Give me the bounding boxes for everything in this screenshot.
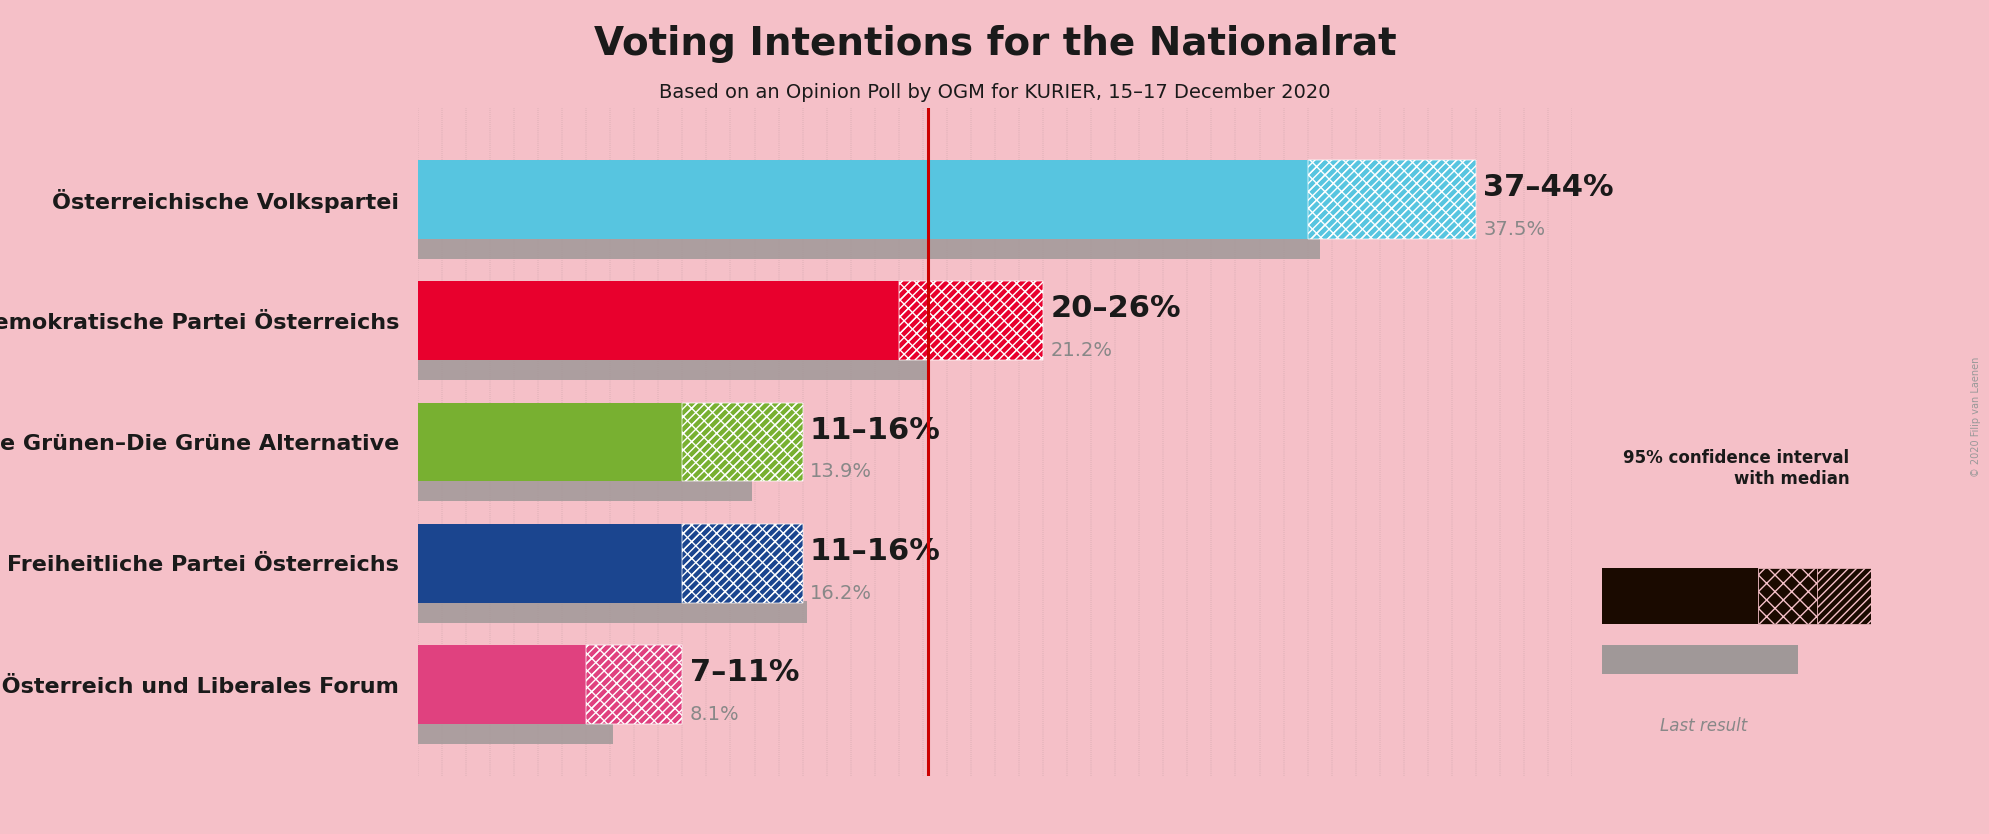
Bar bbox=[587, 646, 682, 724]
Bar bbox=[418, 160, 1307, 239]
Text: 13.9%: 13.9% bbox=[810, 463, 871, 481]
Bar bbox=[1307, 160, 1476, 239]
Text: 8.1%: 8.1% bbox=[690, 705, 738, 724]
Bar bbox=[418, 281, 899, 360]
Bar bbox=[682, 403, 802, 481]
Bar bbox=[418, 358, 927, 380]
Text: Last result: Last result bbox=[1659, 717, 1746, 736]
Text: Based on an Opinion Poll by OGM for KURIER, 15–17 December 2020: Based on an Opinion Poll by OGM for KURI… bbox=[658, 83, 1331, 103]
Text: 11–16%: 11–16% bbox=[810, 415, 941, 445]
Text: 21.2%: 21.2% bbox=[1050, 341, 1112, 360]
Bar bbox=[899, 281, 1042, 360]
Bar bbox=[682, 524, 802, 603]
Bar bbox=[418, 403, 682, 481]
Text: © 2020 Filip van Laenen: © 2020 Filip van Laenen bbox=[1969, 357, 1981, 477]
Text: 7–11%: 7–11% bbox=[690, 658, 800, 687]
Bar bbox=[418, 600, 808, 623]
Text: 95% confidence interval
with median: 95% confidence interval with median bbox=[1623, 449, 1848, 488]
Bar bbox=[1601, 645, 1798, 674]
Text: 20–26%: 20–26% bbox=[1050, 294, 1179, 324]
Text: 37.5%: 37.5% bbox=[1482, 220, 1545, 239]
Text: Voting Intentions for the Nationalrat: Voting Intentions for the Nationalrat bbox=[593, 25, 1396, 63]
Bar bbox=[418, 646, 587, 724]
Bar bbox=[1756, 568, 1816, 625]
Bar bbox=[418, 524, 682, 603]
Bar bbox=[418, 237, 1319, 259]
Bar bbox=[587, 646, 682, 724]
Bar bbox=[418, 722, 613, 744]
Bar bbox=[1601, 568, 1756, 625]
Bar bbox=[682, 403, 802, 481]
Bar bbox=[682, 524, 802, 603]
Bar bbox=[1816, 568, 1870, 625]
Bar bbox=[418, 480, 752, 501]
Text: 37–44%: 37–44% bbox=[1482, 173, 1613, 202]
Text: 16.2%: 16.2% bbox=[810, 584, 871, 603]
Bar bbox=[899, 281, 1042, 360]
Text: 11–16%: 11–16% bbox=[810, 537, 941, 566]
Bar bbox=[1307, 160, 1476, 239]
